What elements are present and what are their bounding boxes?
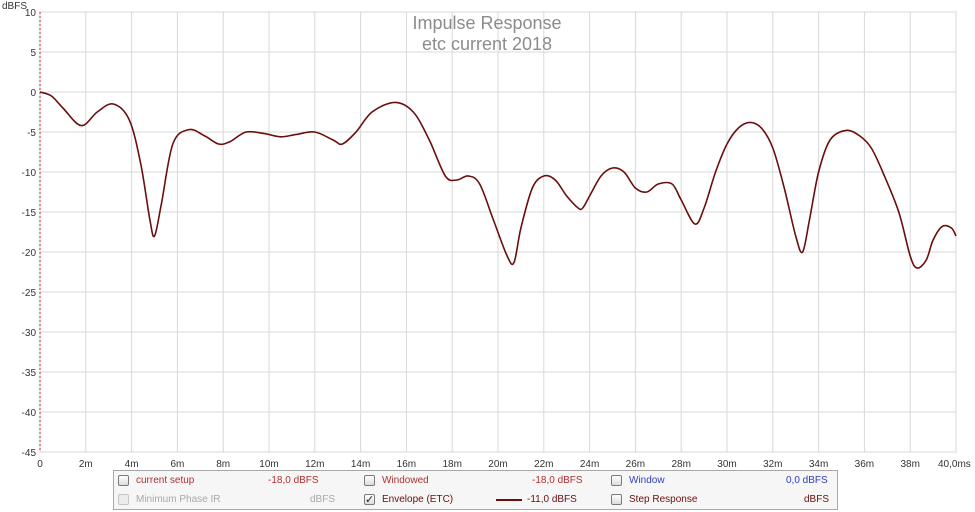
series-line-envelope xyxy=(39,91,957,269)
x-tick-label: 22m xyxy=(534,459,553,470)
y-tick-label: -40 xyxy=(22,408,37,419)
envelope-line-swatch xyxy=(496,499,522,501)
legend-value: dBFS xyxy=(310,494,336,505)
legend-label: current setup xyxy=(136,475,195,486)
x-axis: 0 2m 4m 6m 8m 10m 12m 14m 16m 18m 20m 22m 24m 26m 28m 3… xyxy=(37,459,971,470)
y-tick-label: -30 xyxy=(22,328,37,339)
x-tick-label: 34m xyxy=(809,459,828,470)
y-tick-label: -15 xyxy=(22,208,37,219)
legend-label: Envelope (ETC) xyxy=(382,494,454,505)
y-tick-label: -25 xyxy=(22,288,37,299)
legend-value: -18,0 dBFS xyxy=(268,475,319,486)
envelope-etc-checkbox[interactable] xyxy=(364,491,375,509)
x-tick-label: 6m xyxy=(170,459,184,470)
windowed-checkbox[interactable] xyxy=(364,475,375,486)
y-tick-label: 5 xyxy=(30,48,36,59)
legend-item-minimum-phase-ir: Minimum Phase IR dBFS xyxy=(118,491,348,509)
current-setup-checkbox[interactable] xyxy=(118,475,129,486)
x-tick-label: 40,0ms xyxy=(938,459,971,470)
x-tick-label: 28m xyxy=(671,459,690,470)
x-tick-label: 20m xyxy=(488,459,507,470)
x-tick-label: 24m xyxy=(580,459,599,470)
chart-title: Impulse Response xyxy=(412,13,561,33)
y-tick-label: -45 xyxy=(22,448,37,459)
legend-value: dBFS xyxy=(804,494,830,505)
y-tick-label: -5 xyxy=(27,128,36,139)
x-tick-label: 14m xyxy=(351,459,370,470)
minimum-phase-ir-checkbox xyxy=(118,494,129,505)
x-tick-label: 30m xyxy=(717,459,736,470)
impulse-response-chart: 10 5 0 -5 -10 -15 -20 -25 -30 -35 -40 -45 0 2m 4m 6m 8m… xyxy=(2,1,971,470)
window-checkbox[interactable] xyxy=(611,475,622,486)
legend-value: -11,0 dBFS xyxy=(527,494,577,505)
x-tick-label: 0 xyxy=(37,459,43,470)
x-tick-label: 8m xyxy=(216,459,230,470)
x-tick-label: 2m xyxy=(79,459,93,470)
y-axis: 10 5 0 -5 -10 -15 -20 -25 -30 -35 -40 -45 xyxy=(22,8,37,459)
legend-value: 0,0 dBFS xyxy=(786,475,828,486)
legend-label: Minimum Phase IR xyxy=(136,494,221,505)
x-tick-label: 4m xyxy=(125,459,139,470)
y-tick-label: 10 xyxy=(25,8,37,19)
x-tick-label: 18m xyxy=(442,459,461,470)
y-tick-label: -20 xyxy=(22,248,37,259)
x-tick-label: 38m xyxy=(900,459,919,470)
y-tick-label: -35 xyxy=(22,368,37,379)
y-tick-label: -10 xyxy=(22,168,37,179)
legend-value: -18,0 dBFS xyxy=(532,475,583,486)
legend-item-windowed[interactable]: Windowed -18,0 dBFS xyxy=(364,472,594,490)
y-axis-label: dBFS xyxy=(2,1,27,12)
x-tick-label: 10m xyxy=(259,459,278,470)
legend-label: Window xyxy=(629,475,665,486)
legend-label: Windowed xyxy=(382,475,429,486)
legend-item-current-setup[interactable]: current setup -18,0 dBFS xyxy=(118,472,348,490)
chart-subtitle: etc current 2018 xyxy=(422,34,552,54)
step-response-checkbox[interactable] xyxy=(611,494,622,505)
legend-item-step-response[interactable]: Step Response dBFS xyxy=(611,491,836,509)
legend-panel: current setup -18,0 dBFS Windowed -18,0 … xyxy=(113,470,838,510)
x-tick-label: 12m xyxy=(305,459,324,470)
legend-item-envelope-etc[interactable]: Envelope (ETC) -11,0 dBFS xyxy=(364,491,594,509)
x-tick-label: 36m xyxy=(855,459,874,470)
x-tick-label: 16m xyxy=(397,459,416,470)
legend-label: Step Response xyxy=(629,494,698,505)
x-tick-label: 32m xyxy=(763,459,782,470)
x-tick-label: 26m xyxy=(626,459,645,470)
y-tick-label: 0 xyxy=(30,88,36,99)
legend-item-window[interactable]: Window 0,0 dBFS xyxy=(611,472,836,490)
